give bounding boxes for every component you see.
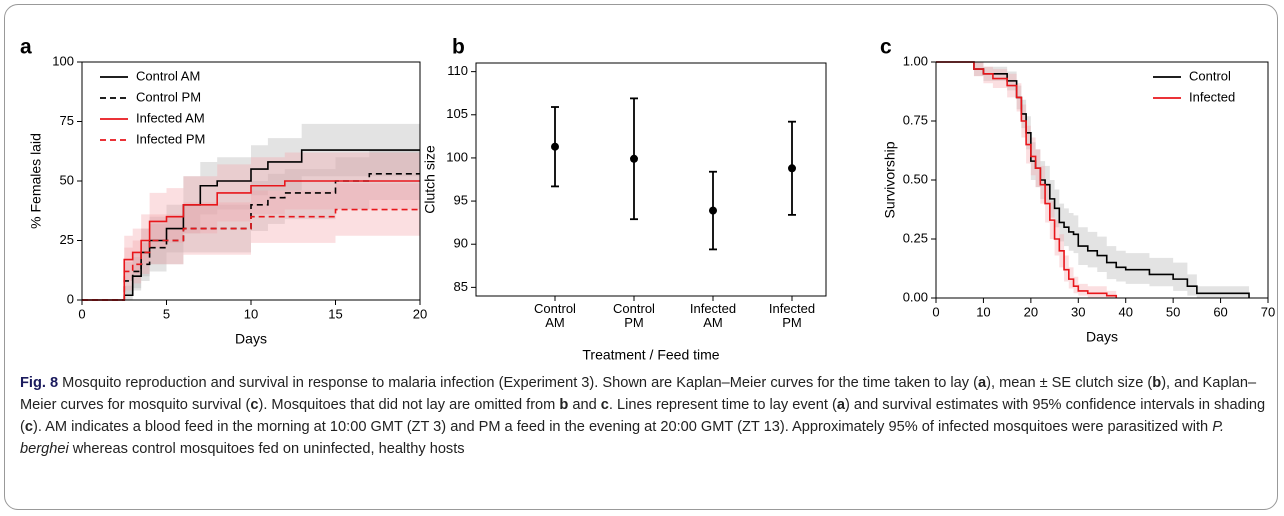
caption-text: . Lines represent time to lay event ( xyxy=(608,397,837,413)
x-tick-label: 70 xyxy=(1261,304,1275,319)
confidence-band xyxy=(936,62,1117,298)
y-tick-label: 110 xyxy=(447,63,468,78)
legend-label: Infected xyxy=(1189,89,1235,104)
plot-frame xyxy=(935,61,1269,299)
confidence-band xyxy=(82,123,420,300)
step-line xyxy=(82,208,420,301)
x-tick-label: 40 xyxy=(1118,304,1132,319)
x-tick-line: Control xyxy=(534,301,576,316)
mean-point xyxy=(630,154,638,163)
caption-text: ), and Kaplan–Meier curves for mosquito … xyxy=(20,375,1257,413)
legend-label: Infected AM xyxy=(136,110,205,125)
plot-frame xyxy=(475,62,827,297)
caption-text: whereas control mosquitoes fed on uninfe… xyxy=(68,441,465,457)
caption-text: c xyxy=(600,397,609,413)
y-axis-label: Survivorship xyxy=(882,141,898,218)
x-tick-line: PM xyxy=(782,315,802,330)
y-tick-label: 0.50 xyxy=(903,171,928,186)
y-tick-label: 85 xyxy=(454,279,468,294)
x-tick-line: AM xyxy=(545,315,565,330)
y-tick-label: 75 xyxy=(60,113,74,128)
x-tick-line: Control xyxy=(613,301,655,316)
y-tick-label: 95 xyxy=(454,193,468,208)
caption-text: ), mean ± SE clutch size ( xyxy=(986,375,1153,391)
caption-text: c xyxy=(250,397,259,413)
x-tick-line: AM xyxy=(703,315,723,330)
x-tick-label: 60 xyxy=(1213,304,1227,319)
x-tick-label: 20 xyxy=(413,306,427,321)
x-tick-label: 50 xyxy=(1166,304,1180,319)
caption-text: c xyxy=(24,419,33,435)
frame xyxy=(4,4,1278,510)
x-tick-line: PM xyxy=(624,315,644,330)
x-tick-label: Infected AM xyxy=(690,301,736,330)
panel-label: a xyxy=(20,36,32,59)
x-tick-label: 30 xyxy=(1071,304,1085,319)
x-axis-label: Days xyxy=(1086,329,1118,345)
y-tick-label: 0.25 xyxy=(903,230,928,245)
caption-text: ). Mosquitoes that did not lay are omitt… xyxy=(258,397,560,413)
mean-point xyxy=(709,206,717,215)
x-tick-label: 10 xyxy=(244,306,258,321)
caption-text: a xyxy=(836,397,845,413)
caption-text: ) and survival estimates with 95% confid… xyxy=(20,397,1266,435)
x-tick-label: 5 xyxy=(163,306,170,321)
panel-label: b xyxy=(452,36,465,59)
caption-text: P. berghei xyxy=(20,419,1225,457)
x-tick-label: 20 xyxy=(1024,304,1038,319)
y-tick-label: 0.00 xyxy=(903,289,928,304)
x-tick-label: Control AM xyxy=(534,301,576,330)
x-tick-label: 0 xyxy=(78,306,85,321)
legend-label: Control xyxy=(1189,68,1231,83)
y-tick-label: 0.75 xyxy=(903,112,928,127)
x-axis-label: Treatment / Feed time xyxy=(582,347,719,360)
y-tick-label: 100 xyxy=(446,149,468,164)
caption-text: ). AM indicates a blood feed in the morn… xyxy=(33,419,1213,435)
y-tick-label: 90 xyxy=(454,236,468,251)
x-tick-label: 10 xyxy=(976,304,990,319)
y-tick-label: 25 xyxy=(60,232,74,247)
step-line xyxy=(936,61,1118,298)
legend-label: Control AM xyxy=(136,68,200,83)
y-tick-label: 50 xyxy=(60,172,74,187)
mean-point xyxy=(551,142,559,151)
legend-label: Control PM xyxy=(136,89,201,104)
y-tick-label: 100 xyxy=(52,53,74,68)
step-line xyxy=(82,180,420,301)
mean-point xyxy=(788,164,796,173)
x-tick-line: Infected xyxy=(690,301,736,316)
caption-text: Mosquito reproduction and survival in re… xyxy=(58,375,978,391)
x-axis-label: Days xyxy=(235,331,267,347)
y-tick-label: 1.00 xyxy=(903,53,928,68)
caption: Fig. 8 Mosquito reproduction and surviva… xyxy=(20,372,1268,460)
x-tick-line: Infected xyxy=(769,301,815,316)
legend-label: Infected PM xyxy=(136,131,205,146)
x-tick-label: 0 xyxy=(932,304,939,319)
caption-text: b xyxy=(559,397,569,413)
caption-text: and xyxy=(568,397,601,413)
caption-label: Fig. 8 xyxy=(20,375,59,391)
y-tick-label: 105 xyxy=(446,106,468,121)
x-tick-label: Control PM xyxy=(613,301,655,330)
x-tick-label: 15 xyxy=(328,306,342,321)
caption-text: b xyxy=(1152,375,1162,391)
panel-label: c xyxy=(880,36,892,59)
y-axis-label: % Females laid xyxy=(28,133,44,229)
y-tick-label: 0 xyxy=(67,291,74,306)
caption-text: a xyxy=(977,375,987,391)
y-axis-label: Clutch size xyxy=(422,145,438,214)
plot-frame xyxy=(81,61,421,301)
x-tick-label: Infected PM xyxy=(769,301,815,330)
